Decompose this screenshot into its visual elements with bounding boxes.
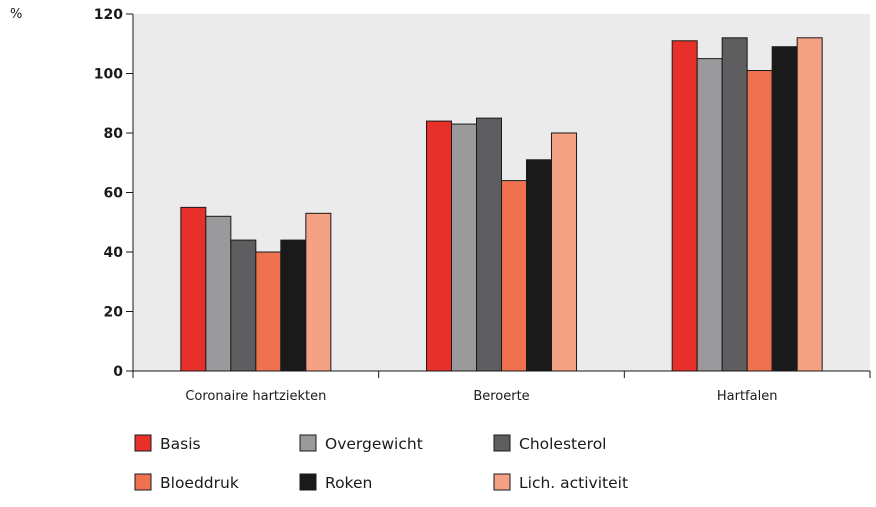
legend-swatch [493,434,511,452]
bar-bloeddruk-2 [746,70,773,372]
legend-swatch [493,473,511,491]
legend-label: Overgewicht [325,435,423,453]
legend-label: Bloeddruk [160,474,239,492]
y-tick-label: 40 [104,245,124,261]
legend-swatch [299,434,317,452]
bar-basis-2 [671,40,698,372]
bar-roken-0 [280,239,307,372]
bar-overgewicht-1 [451,123,477,372]
legend-swatch [299,473,317,491]
legend-label: Roken [325,474,372,492]
legend-swatch [134,473,152,491]
bar-cholesterol-1 [476,117,502,372]
y-tick-label: 60 [104,186,124,202]
y-tick-label: 0 [113,364,123,380]
y-axis-unit-label: % [10,7,22,22]
y-tick-label: 100 [94,67,123,83]
y-tick-label: 20 [104,305,124,321]
bar-bloeddruk-0 [255,251,282,372]
bar-basis-0 [180,206,207,372]
legend-label: Cholesterol [519,435,606,453]
bar-bloeddruk-1 [501,180,527,372]
legend-label: Basis [160,435,201,453]
bar-cholesterol-0 [230,239,257,372]
bar-lich-activiteit-2 [796,37,823,372]
x-tick-label: Hartfalen [717,389,778,404]
x-tick-label: Coronaire hartziekten [185,389,326,404]
x-tick-label: Beroerte [473,389,529,404]
bar-overgewicht-2 [696,58,723,372]
legend-label: Lich. activiteit [519,474,628,492]
y-tick-label: 80 [104,126,124,142]
bar-overgewicht-0 [205,215,232,372]
bar-lich-activiteit-1 [551,132,577,372]
y-tick-label: 120 [94,7,123,23]
bar-basis-1 [426,120,452,372]
bar-lich-activiteit-0 [305,212,332,372]
bar-roken-2 [771,46,798,372]
legend-swatch [134,434,152,452]
bar-cholesterol-2 [721,37,748,372]
bar-roken-1 [526,159,552,372]
